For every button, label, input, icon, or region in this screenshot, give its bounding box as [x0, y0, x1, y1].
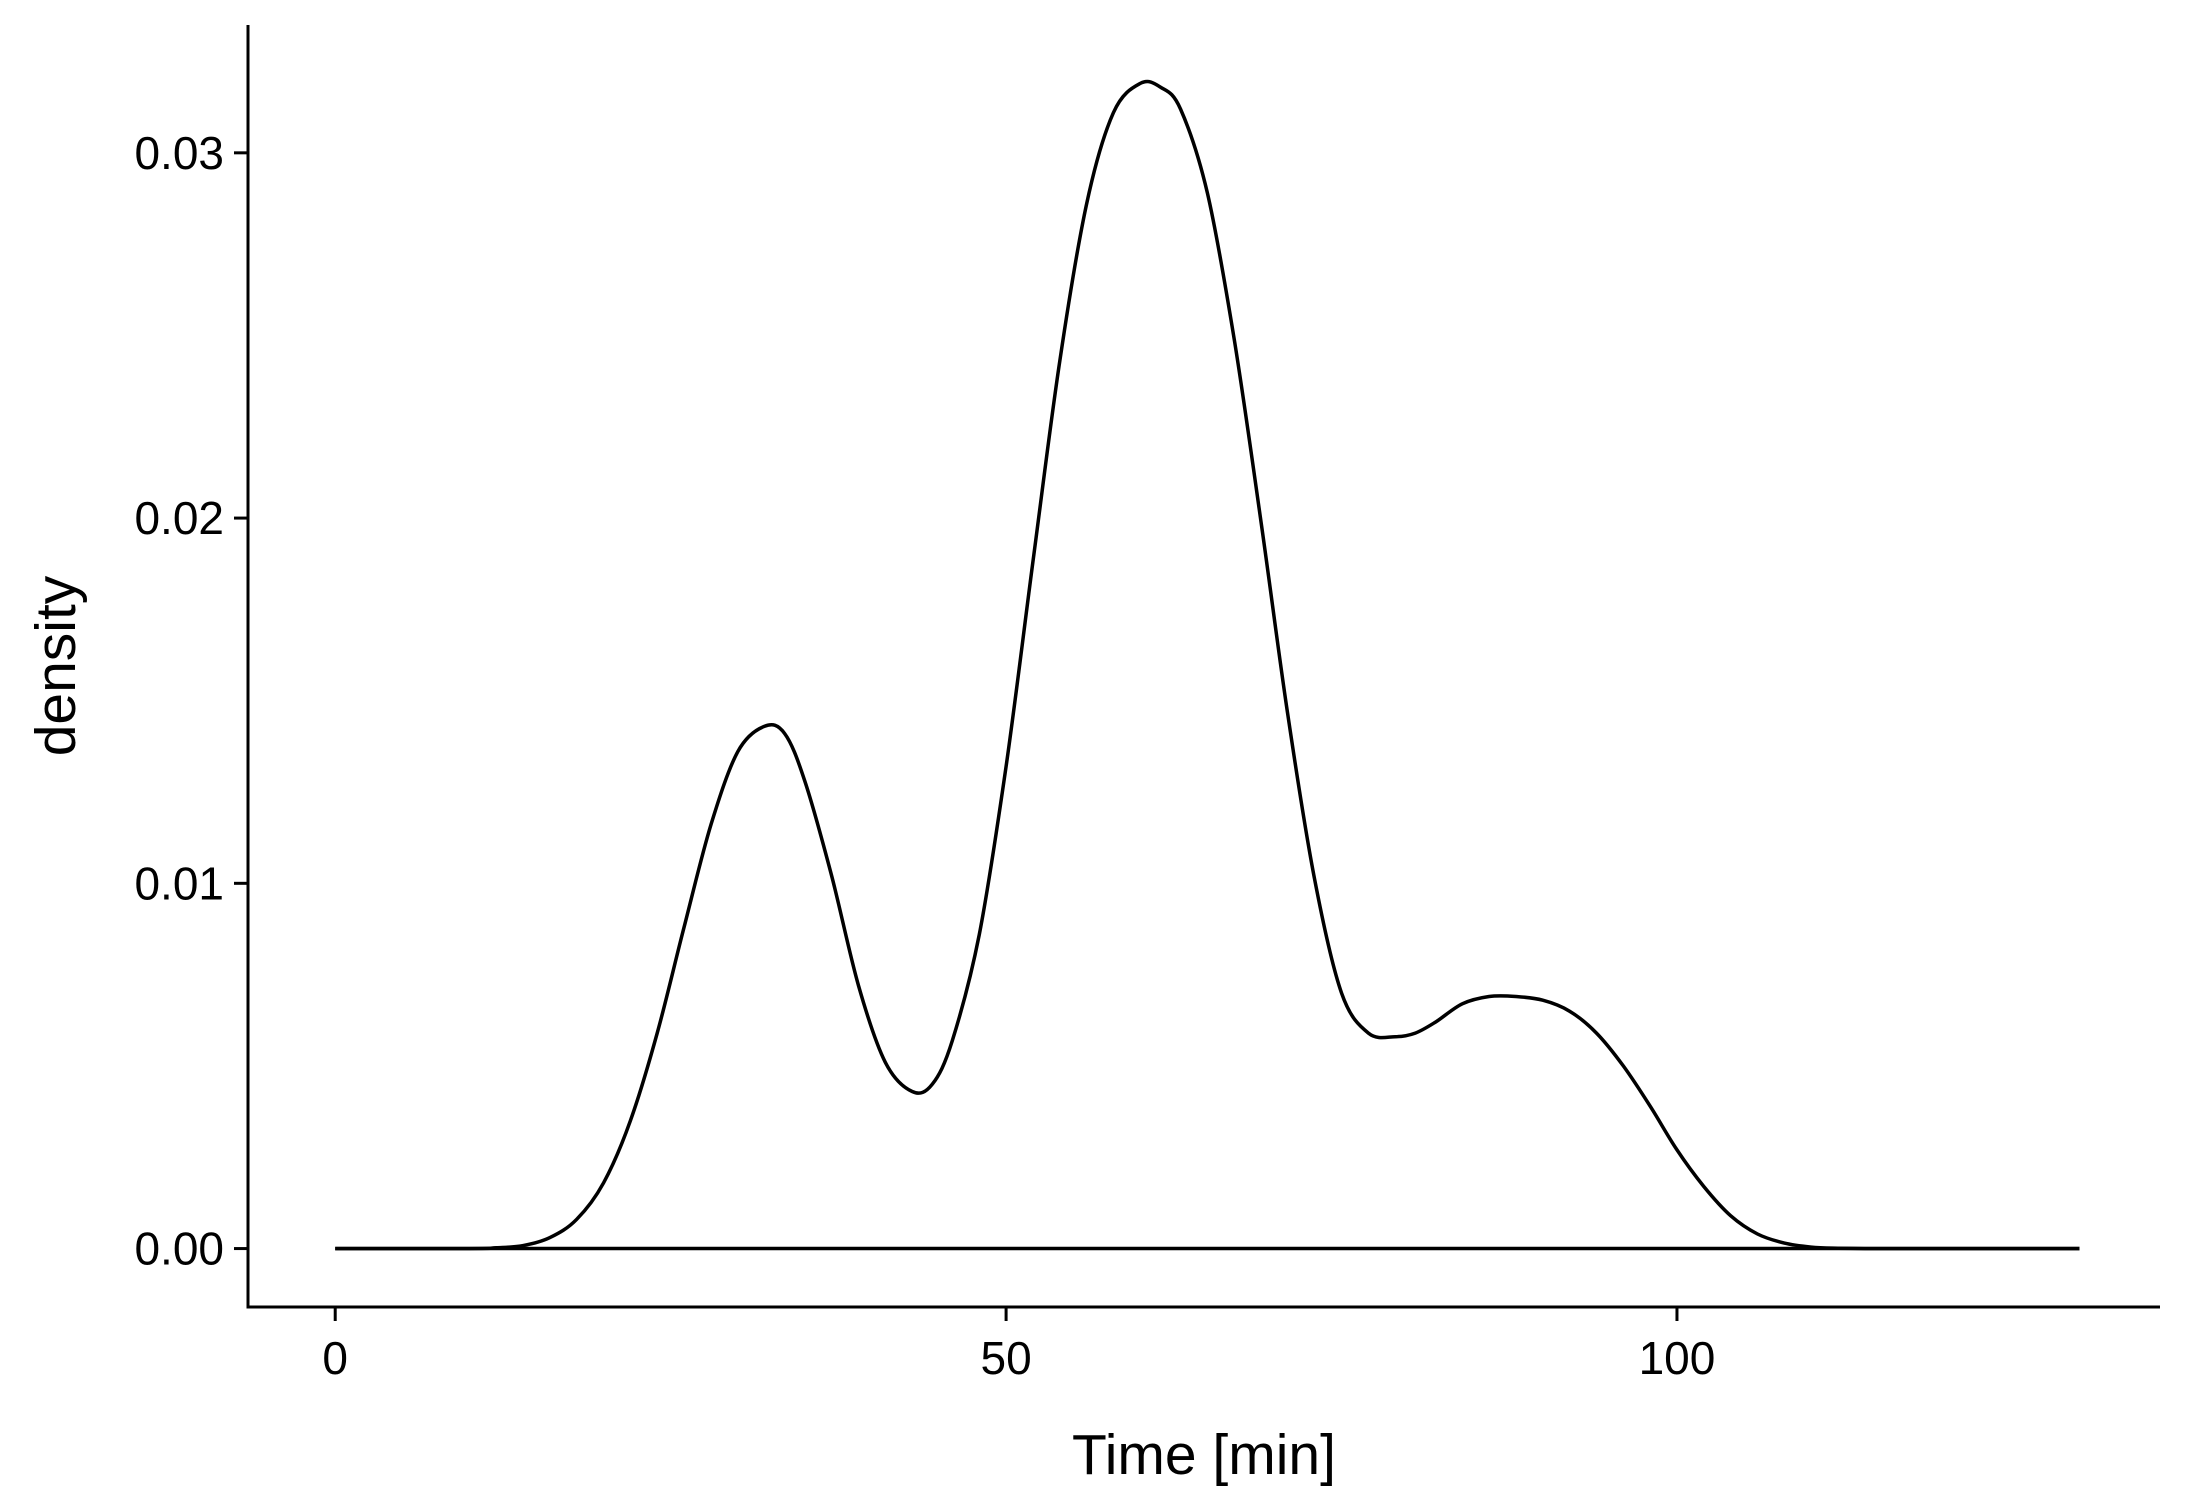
x-tick-label: 50: [981, 1332, 1032, 1384]
y-tick-label: 0.00: [134, 1223, 224, 1275]
y-tick-label: 0.01: [134, 857, 224, 909]
y-axis-ticks: 0.00 0.01 0.02 0.03: [134, 127, 248, 1275]
axes: [246, 25, 2160, 1309]
y-tick-label: 0.02: [134, 492, 224, 544]
x-tick-label: 100: [1639, 1332, 1716, 1384]
y-tick-label: 0.03: [134, 127, 224, 179]
x-axis-title: Time [min]: [1072, 1423, 1336, 1487]
density-curve: [335, 79, 2080, 1251]
x-axis-ticks: 0 50 100: [322, 1307, 1715, 1384]
y-axis-title: density: [24, 575, 88, 756]
series-layer: [335, 79, 2080, 1251]
x-tick-label: 0: [322, 1332, 348, 1384]
